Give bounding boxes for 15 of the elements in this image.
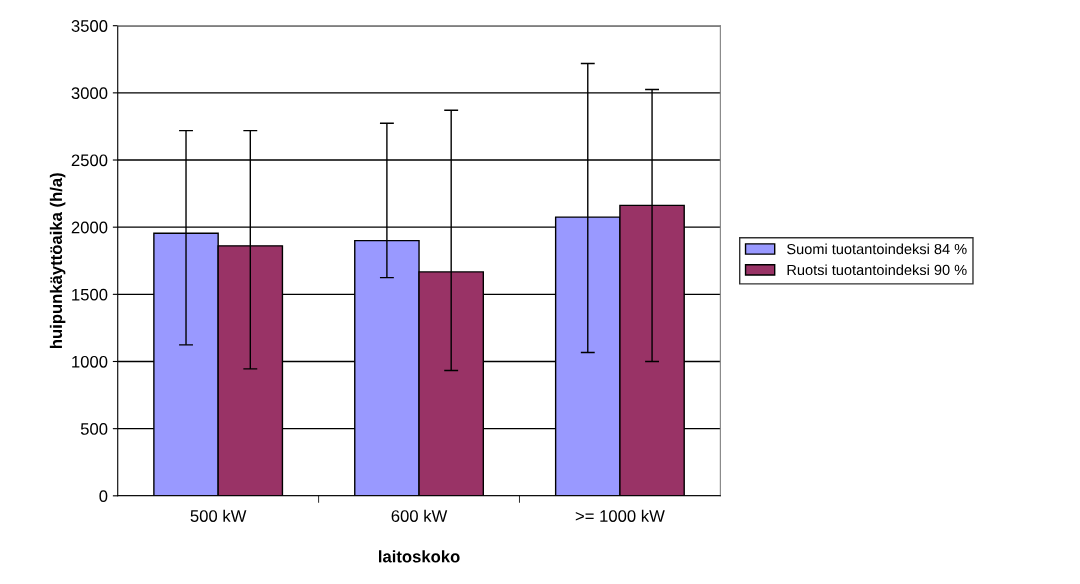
x-tick-label: >= 1000 kW — [575, 509, 665, 522]
y-tick-label: 3500 — [71, 20, 108, 32]
y-tick-label: 3000 — [71, 87, 108, 100]
y-tick-label: 1000 — [72, 355, 108, 368]
legend-label: Ruotsi tuotantoindeksi 90 % — [787, 264, 967, 276]
y-tick-label: 0 — [99, 490, 108, 503]
x-tick-label: 500 kW — [190, 509, 247, 522]
y-tick-label: 2000 — [71, 221, 108, 234]
y-axis-title: huipunkäyttöaika (h/a) — [49, 173, 66, 349]
y-tick-label: 2500 — [71, 154, 108, 167]
legend-label: Suomi tuotantoindeksi 84 % — [787, 243, 967, 255]
y-tick-label: 500 — [80, 423, 108, 435]
y-tick-label: 1500 — [72, 288, 108, 301]
x-tick-label: 600 kW — [391, 509, 448, 522]
x-axis-title: laitoskoko — [378, 550, 460, 563]
